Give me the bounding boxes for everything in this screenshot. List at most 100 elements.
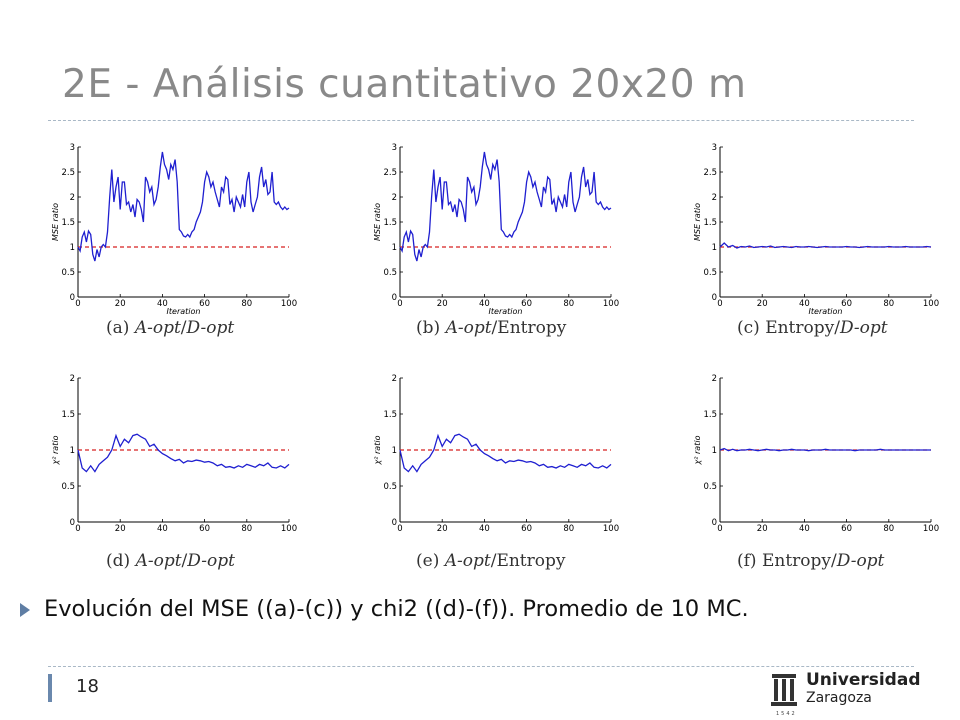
x-tick-label: 60 bbox=[841, 524, 852, 534]
caption-separator: / bbox=[181, 551, 188, 571]
x-tick-label: 100 bbox=[281, 299, 297, 309]
caption-label: (f) bbox=[737, 551, 762, 571]
x-tick-label: 20 bbox=[437, 524, 448, 534]
x-tick-label: 100 bbox=[281, 524, 297, 534]
x-tick-label: 20 bbox=[757, 299, 768, 309]
x-tick-label: 40 bbox=[479, 524, 490, 534]
bottom-divider bbox=[48, 666, 914, 667]
x-axis-label: Iteration bbox=[167, 307, 201, 316]
y-tick-label: 0.5 bbox=[703, 268, 717, 278]
y-tick-label: 2 bbox=[392, 193, 397, 203]
y-tick-label: 1 bbox=[70, 243, 75, 253]
y-tick-label: 1.5 bbox=[61, 410, 75, 420]
y-tick-label: 1 bbox=[712, 243, 717, 253]
y-tick-label: 1.5 bbox=[383, 218, 397, 228]
x-tick-label: 20 bbox=[757, 524, 768, 534]
x-tick-label: 40 bbox=[479, 299, 490, 309]
y-tick-label: 0 bbox=[70, 293, 75, 303]
x-tick-label: 100 bbox=[603, 524, 619, 534]
caption-part-2: Entropy bbox=[496, 551, 566, 571]
x-tick-label: 80 bbox=[563, 524, 574, 534]
top-divider bbox=[48, 120, 914, 121]
caption-a: (a) A-opt/D-opt bbox=[106, 318, 234, 338]
caption-part-1: A-opt bbox=[445, 318, 492, 338]
x-tick-label: 60 bbox=[521, 299, 532, 309]
x-tick-label: 100 bbox=[603, 299, 619, 309]
y-tick-label: 0 bbox=[712, 518, 717, 528]
y-tick-label: 2 bbox=[70, 193, 75, 203]
y-tick-label: 2.5 bbox=[61, 168, 75, 178]
bullet-arrow-icon bbox=[20, 603, 30, 617]
x-tick-label: 0 bbox=[397, 299, 402, 309]
series-line bbox=[719, 242, 932, 249]
x-tick-label: 40 bbox=[157, 299, 168, 309]
y-tick-label: 3 bbox=[392, 143, 397, 153]
y-tick-label: 2.5 bbox=[703, 168, 717, 178]
caption-part-2: D-opt bbox=[186, 318, 235, 338]
caption-separator: / bbox=[490, 551, 497, 571]
x-tick-label: 20 bbox=[115, 524, 126, 534]
y-tick-label: 2 bbox=[70, 374, 75, 384]
y-tick-label: 1 bbox=[712, 446, 717, 456]
x-tick-label: 40 bbox=[799, 524, 810, 534]
y-tick-label: 0 bbox=[712, 293, 717, 303]
caption-f: (f) Entropy/D-opt bbox=[737, 551, 884, 571]
panel-c: 0 20 40 60 80 100 0 0.5 1 1.5 2 2.5 3 Iteration MSE ra… bbox=[693, 143, 939, 316]
x-tick-label: 80 bbox=[241, 524, 252, 534]
page-number: 18 bbox=[76, 676, 99, 697]
y-tick-label: 2 bbox=[392, 374, 397, 384]
panel-d: 0 20 40 60 80 100 0 0.5 1 1.5 2 χ² ratio bbox=[51, 374, 297, 534]
bullet-text: Evolución del MSE ((a)-(c)) y chi2 ((d)-… bbox=[44, 596, 749, 622]
y-tick-label: 1.5 bbox=[703, 410, 717, 420]
caption-label: (c) bbox=[737, 318, 766, 338]
caption-label: (e) bbox=[416, 551, 445, 571]
caption-label: (b) bbox=[416, 318, 446, 338]
x-tick-label: 20 bbox=[437, 299, 448, 309]
y-tick-label: 0.5 bbox=[383, 268, 397, 278]
y-tick-label: 2 bbox=[712, 193, 717, 203]
x-tick-label: 60 bbox=[841, 299, 852, 309]
caption-part-2: Entropy bbox=[497, 318, 567, 338]
caption-separator: / bbox=[834, 318, 840, 338]
university-crest-icon bbox=[771, 674, 797, 706]
caption-part-1: Entropy bbox=[761, 551, 832, 571]
series-line bbox=[719, 447, 931, 452]
university-logo: Universidad Zaragoza 1542 bbox=[770, 670, 921, 717]
caption-part-2: D-opt bbox=[839, 318, 888, 338]
logo-line-1: Universidad bbox=[806, 670, 921, 690]
y-tick-label: 0.5 bbox=[383, 482, 397, 492]
caption-part-2: D-opt bbox=[187, 551, 235, 571]
y-axis-label: χ² ratio bbox=[51, 435, 60, 465]
y-tick-label: 1 bbox=[70, 446, 75, 456]
series-line bbox=[399, 151, 612, 262]
caption-part-1: A-opt bbox=[444, 551, 491, 571]
caption-part-1: A-opt bbox=[134, 318, 181, 338]
x-axis-label: Iteration bbox=[489, 307, 523, 316]
y-axis-label: MSE ratio bbox=[373, 203, 382, 241]
x-tick-label: 60 bbox=[199, 524, 210, 534]
y-axis-label: MSE ratio bbox=[693, 203, 702, 241]
x-tick-label: 0 bbox=[717, 524, 722, 534]
y-tick-label: 2 bbox=[712, 374, 717, 384]
y-axis-label: MSE ratio bbox=[51, 203, 60, 241]
x-tick-label: 60 bbox=[199, 299, 210, 309]
panel-b: 0 20 40 60 80 100 0 0.5 1 1.5 2 2.5 3 Iteration MSE ra… bbox=[373, 143, 619, 316]
caption-d: (d) A-opt/D-opt bbox=[106, 551, 235, 571]
x-tick-label: 40 bbox=[157, 524, 168, 534]
series-line bbox=[77, 433, 290, 473]
caption-e: (e) A-opt/Entropy bbox=[416, 551, 566, 571]
x-tick-label: 80 bbox=[883, 299, 894, 309]
x-tick-label: 0 bbox=[75, 299, 80, 309]
y-tick-label: 0 bbox=[70, 518, 75, 528]
page-marker bbox=[48, 674, 52, 702]
y-tick-label: 1.5 bbox=[383, 410, 397, 420]
caption-separator: / bbox=[831, 551, 837, 571]
x-axis-label: Iteration bbox=[809, 307, 843, 316]
series-line bbox=[399, 433, 612, 473]
y-axis-label: χ² ratio bbox=[373, 435, 382, 465]
y-tick-label: 1.5 bbox=[61, 218, 75, 228]
caption-c: (c) Entropy/D-opt bbox=[737, 318, 888, 338]
x-tick-label: 80 bbox=[883, 524, 894, 534]
y-tick-label: 3 bbox=[70, 143, 75, 153]
y-tick-label: 0 bbox=[392, 293, 397, 303]
